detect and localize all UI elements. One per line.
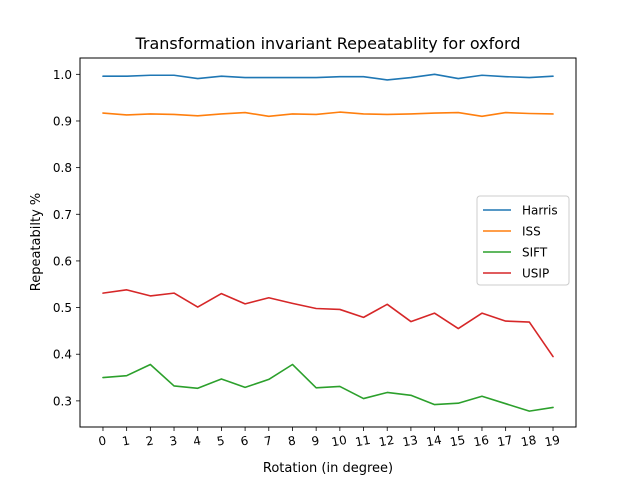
x-tick-label: 11 <box>354 433 371 449</box>
x-tick-label: 6 <box>239 434 249 449</box>
legend-label-usip: USIP <box>522 267 549 281</box>
x-tick-label: 9 <box>310 434 320 449</box>
legend-label-iss: ISS <box>522 225 541 239</box>
series-line-harris <box>102 73 554 81</box>
y-tick-label: 0.4 <box>53 348 72 362</box>
chart-title: Transformation invariant Repeatablity fo… <box>134 34 520 53</box>
series-line-sift <box>102 363 554 412</box>
x-tick-label: 5 <box>216 434 226 449</box>
y-tick-label: 1.0 <box>53 68 72 82</box>
x-axis-label: Rotation (in degree) <box>263 461 393 476</box>
x-tick-label: 7 <box>263 434 273 449</box>
x-tick-label: 19 <box>544 433 561 449</box>
x-tick-label: 12 <box>378 433 395 449</box>
x-tick-label: 4 <box>192 434 202 449</box>
y-axis: 0.3 0.4 0.5 0.6 0.7 0.8 0.9 1.0 <box>53 68 80 408</box>
y-tick-label: 0.7 <box>53 208 72 222</box>
x-tick-label: 0 <box>97 434 107 449</box>
legend-label-sift: SIFT <box>522 246 548 260</box>
x-tick-label: 8 <box>287 434 297 449</box>
x-tick-label: 14 <box>425 433 442 449</box>
series-layer <box>102 73 554 412</box>
x-tick-label: 1 <box>121 434 131 449</box>
series-line-usip <box>102 289 554 358</box>
plot-frame <box>79 57 577 428</box>
y-tick-label: 0.6 <box>53 254 72 268</box>
legend-box <box>476 195 570 286</box>
y-tick-label: 0.8 <box>53 161 72 175</box>
y-tick-label: 0.9 <box>53 114 72 128</box>
x-tick-label: 10 <box>330 433 347 449</box>
series-line-iss <box>102 111 554 118</box>
legend-label-harris: Harris <box>522 204 558 218</box>
x-axis: 0 1 2 3 4 5 6 7 8 9 10 11 12 13 14 15 16 17 18 19 <box>97 427 561 449</box>
x-tick-label: 13 <box>401 433 418 449</box>
x-tick-label: 3 <box>168 434 178 449</box>
x-tick-label: 2 <box>145 434 155 449</box>
y-axis-label: Repeatabilty % <box>29 193 44 291</box>
y-tick-label: 0.3 <box>53 394 72 408</box>
legend: Harris ISS SIFT USIP <box>476 195 570 286</box>
x-tick-label: 18 <box>520 433 537 449</box>
x-tick-label: 16 <box>473 433 490 449</box>
x-tick-label: 17 <box>496 433 513 449</box>
x-tick-label: 15 <box>449 433 466 449</box>
y-tick-label: 0.5 <box>53 301 72 315</box>
